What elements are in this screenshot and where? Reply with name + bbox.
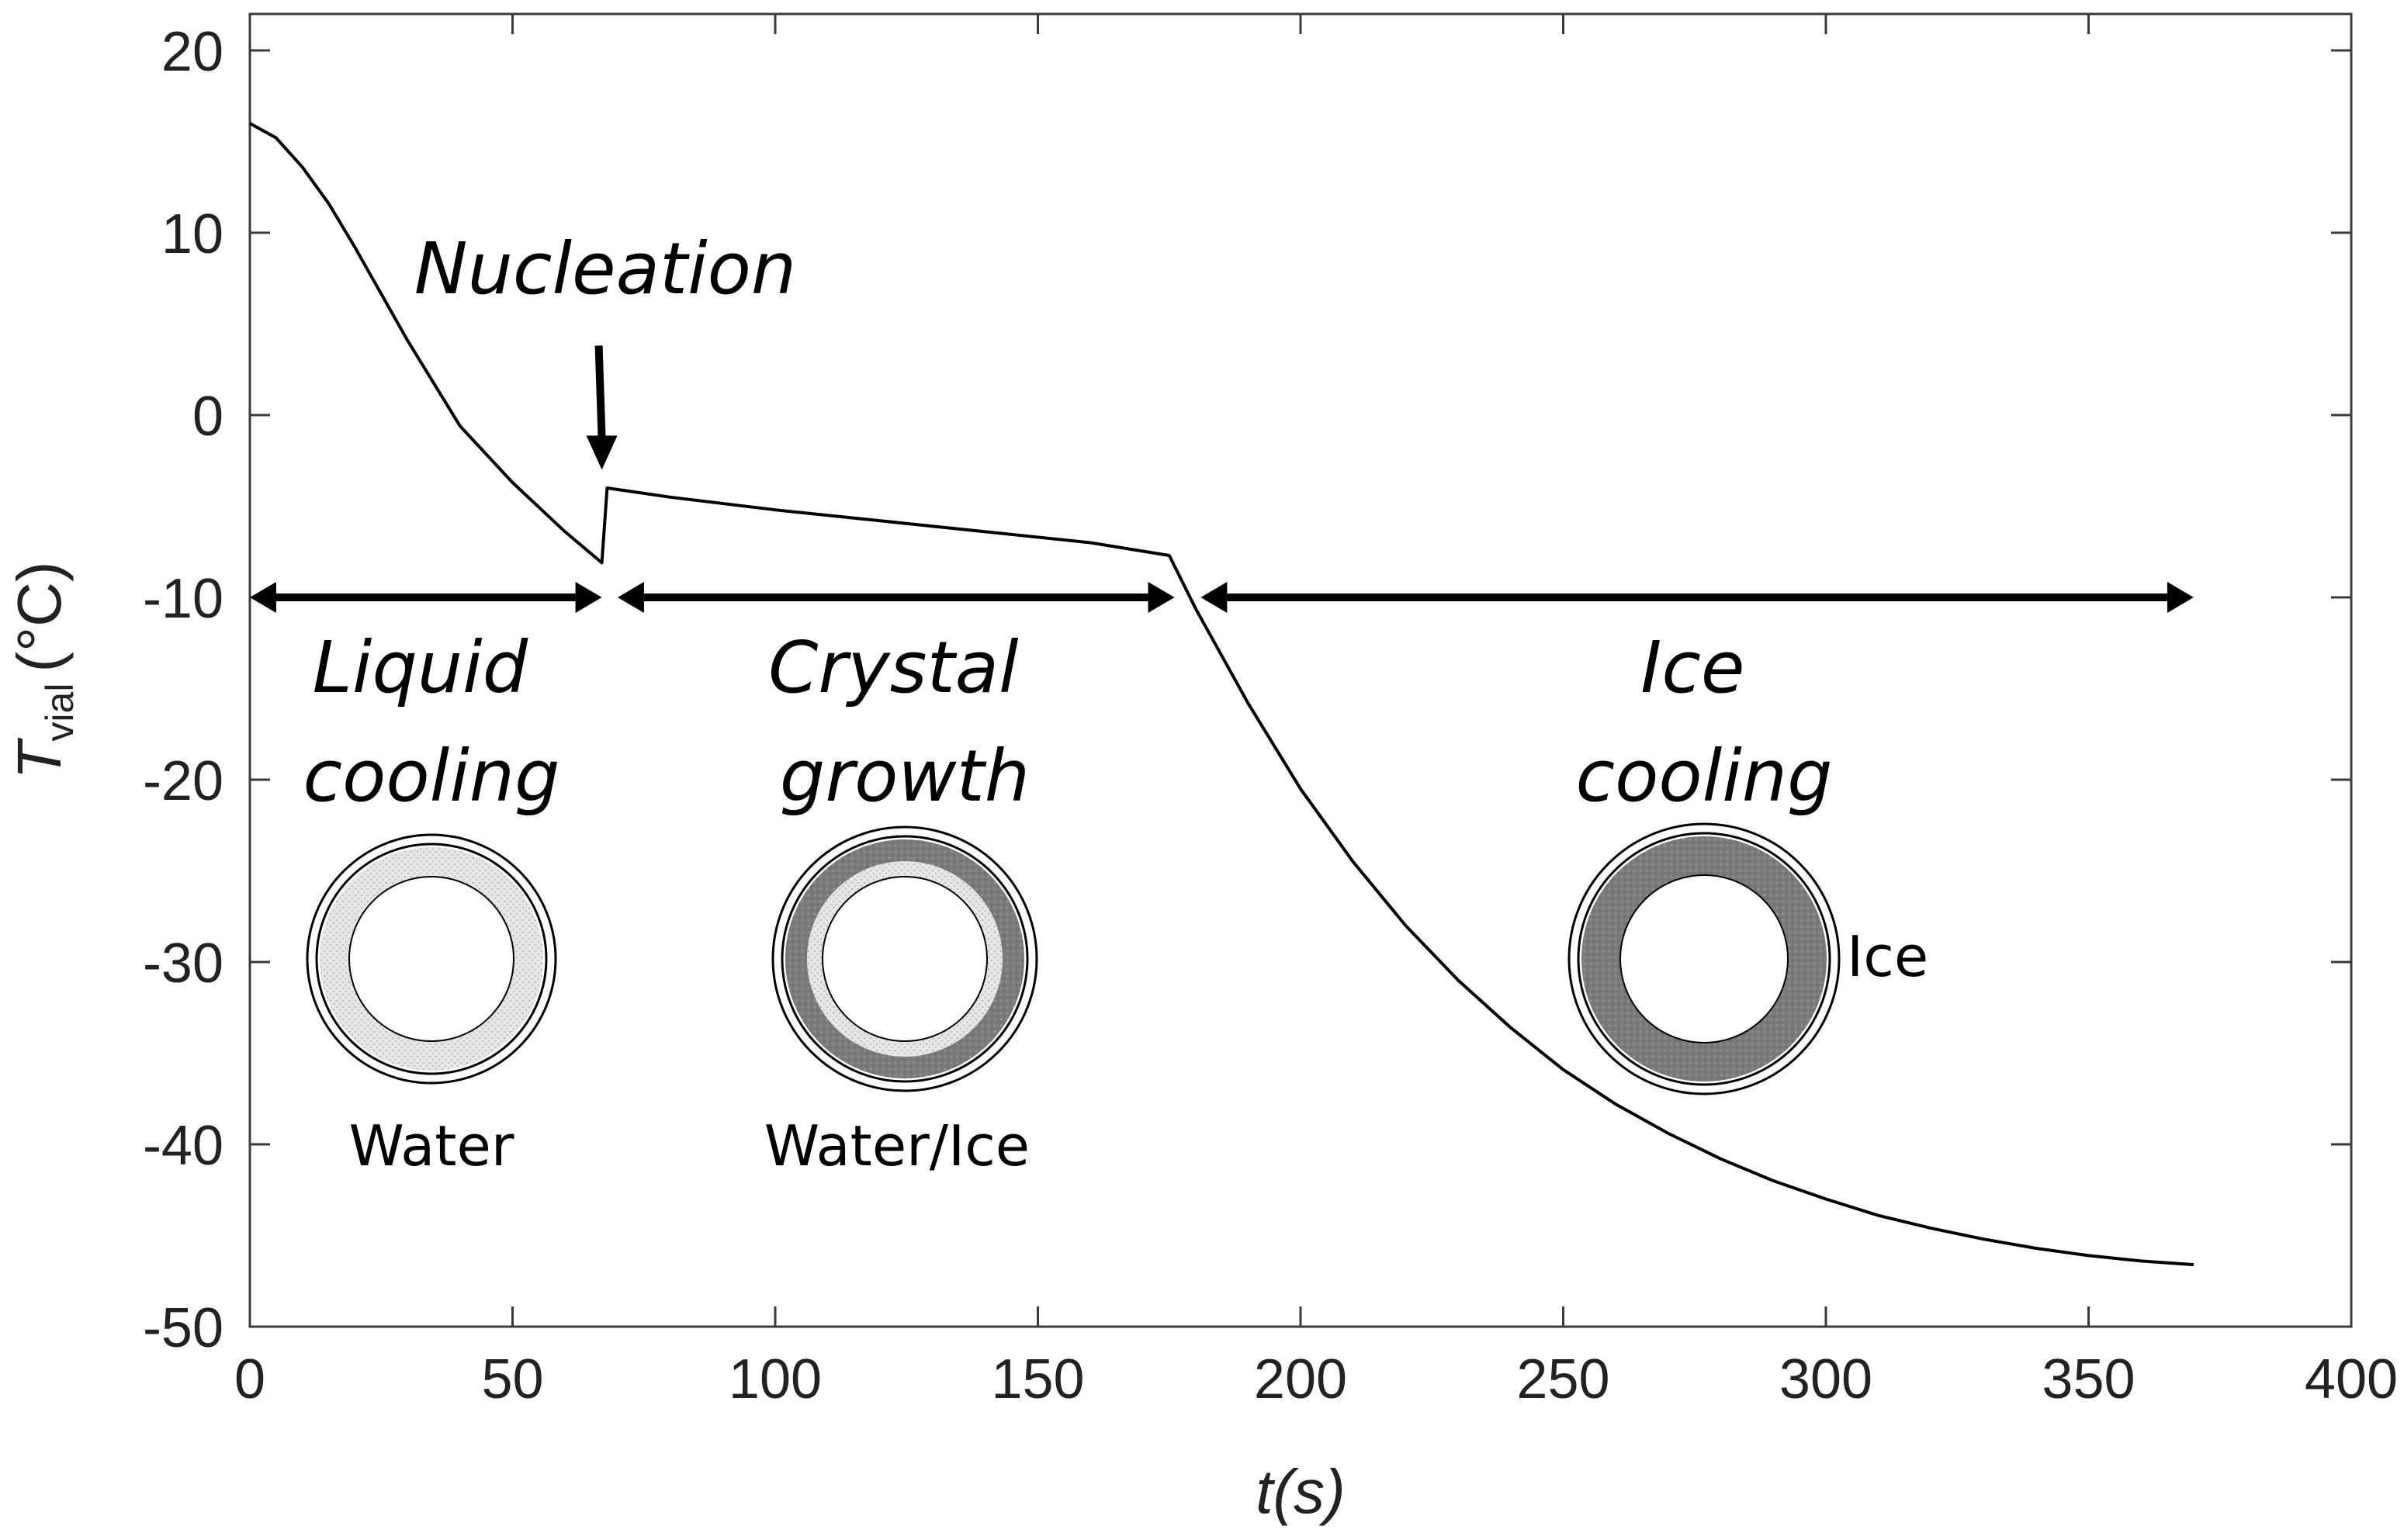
liquid-cooling-arrow [250, 582, 602, 613]
y-axis-label: Tvial (°C) [5, 562, 81, 780]
x-tick-label-50: 50 [481, 1348, 543, 1410]
plot-frame [248, 12, 2353, 1328]
phase-arrows [250, 582, 2194, 613]
crystal-growth-arrow [617, 582, 1175, 613]
series-line-t-vial [249, 122, 2194, 1267]
ice-vial [1567, 822, 1841, 1095]
y-tick-label-20: 20 [161, 21, 223, 83]
y-tick-label--30: -30 [143, 933, 223, 995]
y-axis-label-subscript: vial [38, 683, 81, 742]
x-tick-label-400: 400 [2305, 1348, 2398, 1410]
y-tick-label--10: -10 [143, 568, 223, 630]
x-tick-label-200: 200 [1254, 1348, 1347, 1410]
y-axis-label-symbol: T [5, 737, 74, 779]
water-ice-vial-label: Water/Ice [764, 1113, 1030, 1178]
x-tick-label-0: 0 [234, 1348, 265, 1410]
tick-group [248, 14, 2353, 1328]
water-vial-label: Water [349, 1113, 514, 1178]
nucleation-arrow [586, 345, 618, 470]
liquid-cooling-label: Liquid cooling [303, 626, 560, 818]
ice-vial-label: Ice [1847, 924, 1928, 989]
crystal-growth-line1: Crystal [768, 626, 1019, 709]
ice-cooling-line1: Ice [1640, 626, 1744, 709]
x-axis-label: t(s) [1256, 1457, 1346, 1526]
crystal-growth-label: Crystal growth [768, 626, 1041, 818]
liquid-cooling-line2: cooling [303, 735, 560, 818]
x-tick-label-300: 300 [1779, 1348, 1872, 1410]
x-tick-label-150: 150 [991, 1348, 1084, 1410]
tick-label-group: 0 50 100 150 200 250 300 350 40020100-10-20-30-4… [143, 21, 2398, 1410]
y-tick-label-0: 0 [192, 386, 223, 448]
nucleation-label: Nucleation [414, 227, 796, 310]
ice-cooling-line2: cooling [1576, 735, 1833, 818]
water-vial [306, 833, 557, 1085]
x-tick-label-100: 100 [729, 1348, 822, 1410]
y-axis-label-unit: (°C) [5, 562, 74, 673]
y-tick-label--40: -40 [143, 1115, 223, 1177]
x-tick-label-250: 250 [1516, 1348, 1609, 1410]
y-tick-label--20: -20 [143, 750, 223, 812]
ice-cooling-arrow [1200, 582, 2194, 613]
y-tick-label--50: -50 [143, 1297, 223, 1359]
x-tick-label-350: 350 [2042, 1348, 2135, 1410]
water-ice-vial [771, 825, 1038, 1092]
crystal-growth-line2: growth [780, 735, 1030, 818]
y-tick-label-10: 10 [161, 203, 223, 265]
ice-cooling-label: Ice cooling [1576, 626, 1833, 818]
liquid-cooling-line1: Liquid [313, 626, 528, 709]
